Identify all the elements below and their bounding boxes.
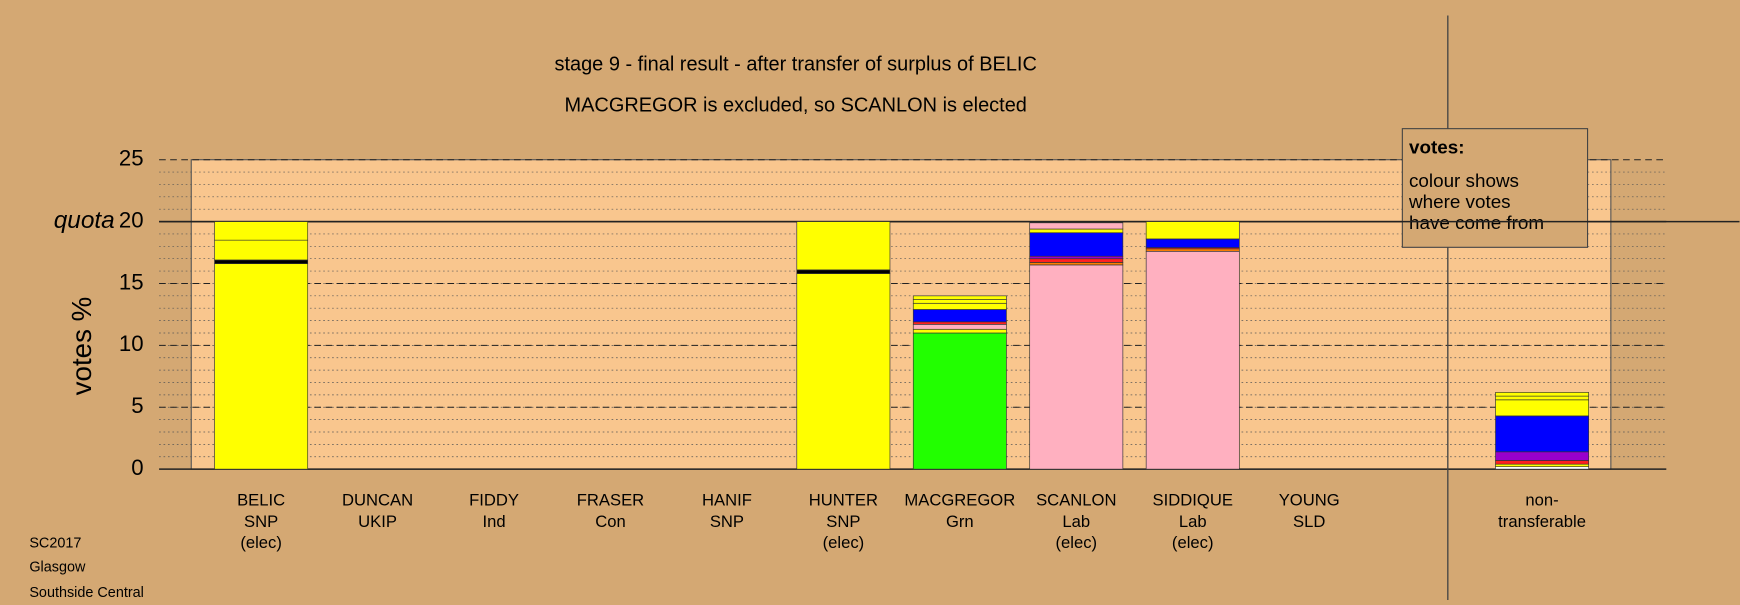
chart-title: stage 9 - final result - after transfer … [554,54,1036,76]
legend-line: colour shows [1409,170,1519,191]
bar-segment [1029,228,1124,234]
x-tick-label: Ind [482,512,505,531]
bar-segment [912,323,1007,330]
x-tick-label: (elec) [823,533,865,552]
y-tick-label: 10 [119,331,144,356]
x-tick-label: (elec) [1055,533,1097,552]
quota-label: quota [54,207,115,234]
bar-segment [214,263,309,470]
bar-segment [912,321,1007,325]
bar-segment [912,299,1007,304]
legend-frame [1401,128,1589,248]
bar-segment [1029,258,1124,263]
legend-line: have come from [1409,212,1544,233]
x-tick-label: Con [595,512,626,531]
bar-segment [1145,238,1240,248]
bar-segment [796,221,891,271]
footer-text: Glasgow [29,560,86,576]
x-tick-label: Lab [1062,512,1090,531]
x-tick-label: transferable [1498,512,1586,531]
x-tick-label: BELIC [237,491,285,510]
x-tick-label: non- [1525,491,1558,510]
legend-box: votes: colour shows where votes have com… [1401,128,1589,248]
bar-segment [214,239,309,261]
y-tick-label: 15 [119,269,144,294]
y-tick-label: 5 [131,393,143,418]
bar-segment [1029,262,1124,266]
x-tick-label: SNP [244,512,278,531]
bar-segment [1029,232,1124,257]
x-tick-label: (elec) [240,533,282,552]
footer-text: SC2017 [29,535,81,551]
bar-segment [1145,221,1240,240]
legend-heading: votes: [1409,137,1465,158]
x-tick-label: Lab [1179,512,1207,531]
bar-segment [1495,415,1590,453]
x-tick-label: HUNTER [809,491,878,510]
x-tick-label: HANIF [702,491,752,510]
plot-panel [190,159,1612,470]
bar-segment [1495,463,1590,467]
x-tick-label: UKIP [358,512,397,531]
bar-segment [1029,255,1124,260]
y-tick-label: 20 [119,207,144,232]
bar-segment [1495,392,1590,397]
bar-segment [214,221,309,241]
bar-segment [1029,264,1124,470]
bar-segment [912,309,1007,323]
x-tick-label: SLD [1293,512,1325,531]
x-tick-label: SNP [710,512,744,531]
bar-segment [912,302,1007,310]
x-tick-label: MACGREGOR [904,491,1015,510]
x-tick-label: YOUNG [1279,491,1340,510]
y-tick-label: 0 [131,455,143,480]
bar-segment [912,332,1007,470]
bar-segment [912,295,1007,300]
bar-segment [1145,250,1240,470]
footer-text: Southside Central [29,585,144,600]
bar-segment [796,269,891,274]
x-tick-label: SCANLON [1036,491,1116,510]
chart-subtitle: MACGREGOR is excluded, so SCANLON is ele… [564,95,1026,117]
x-tick-label: Grn [946,512,974,531]
bar-segment [1145,248,1240,252]
bar-segment [1029,222,1124,230]
bar-segment [214,259,309,265]
x-tick-label: SIDDIQUE [1153,491,1233,510]
x-tick-label: FRASER [577,491,644,510]
x-tick-label: DUNCAN [342,491,413,510]
x-tick-label: (elec) [1172,533,1214,552]
x-tick-label: SNP [826,512,860,531]
legend-line: where votes [1408,191,1511,212]
y-axis-label: votes % [66,297,97,396]
bar-segment [1495,399,1590,417]
bar-segment [912,328,1007,334]
x-tick-label: FIDDY [469,491,519,510]
y-tick-label: 25 [119,146,144,171]
bar-segment [1495,460,1590,465]
bar-segment [796,273,891,470]
bar-segment [1495,451,1590,461]
bar-segment [1495,395,1590,401]
bar-segment [1495,466,1590,470]
